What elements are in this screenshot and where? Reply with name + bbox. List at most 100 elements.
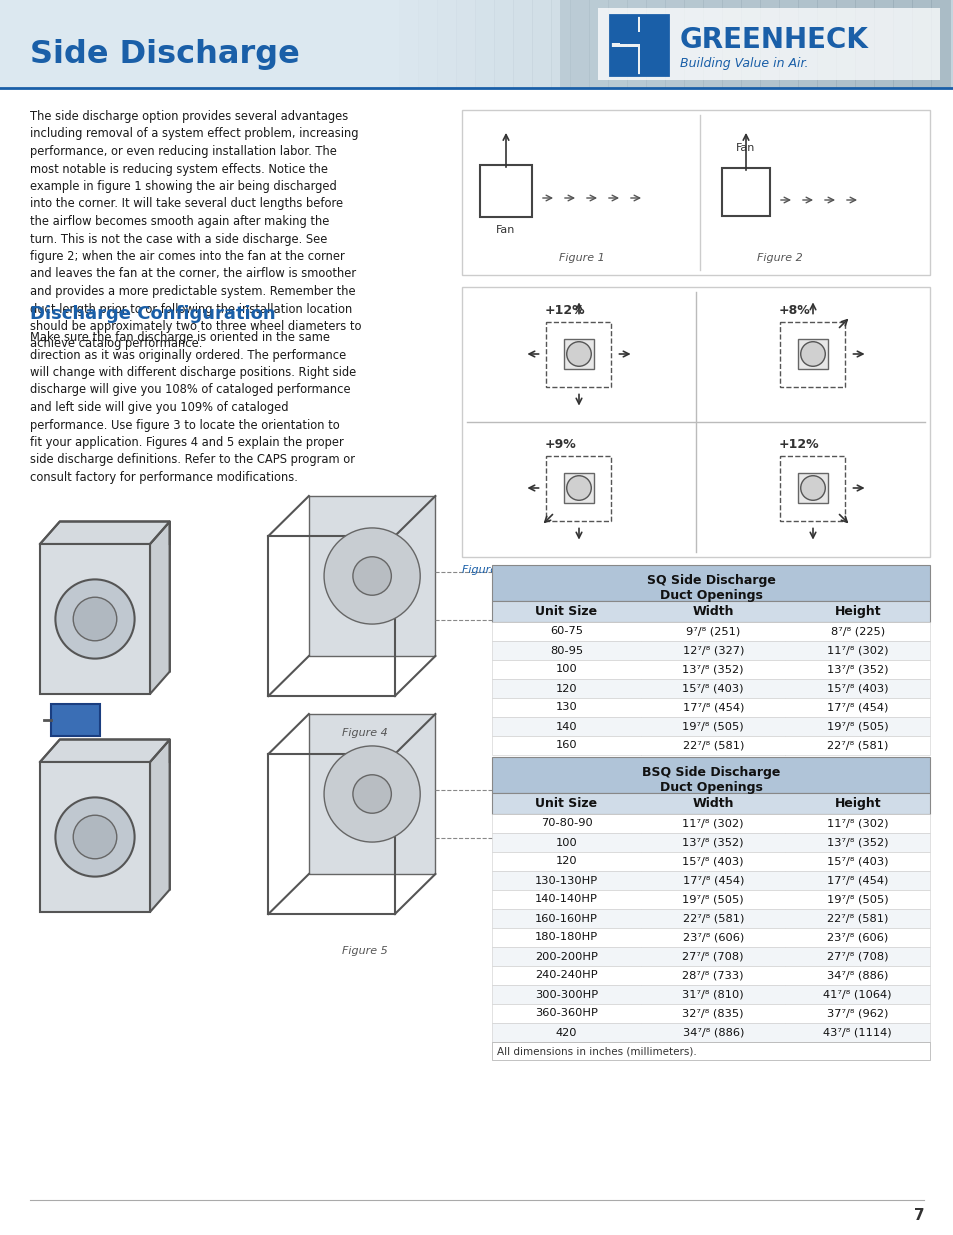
Bar [492,659,929,679]
Text: 28⁷/⁸ (733): 28⁷/⁸ (733) [681,971,743,981]
Polygon shape [40,521,170,543]
Bar [492,641,929,659]
Text: 22⁷/⁸ (581): 22⁷/⁸ (581) [681,914,743,924]
Text: 130-130HP: 130-130HP [535,876,598,885]
Text: 41⁷/⁸ (1064): 41⁷/⁸ (1064) [822,989,891,999]
Bar [564,473,593,503]
Bar [436,0,456,88]
Bar [492,947,929,966]
Text: Figure 2: Figure 2 [757,253,802,263]
Text: BSQ Side Discharge: BSQ Side Discharge [641,766,780,779]
Bar [569,0,589,88]
Bar [492,622,929,641]
Text: 7: 7 [913,1208,923,1223]
Bar [798,340,827,368]
Circle shape [55,579,134,658]
Text: +9%: +9% [544,437,576,451]
Text: +12%: +12% [778,437,819,451]
Text: 11⁷/⁸ (302): 11⁷/⁸ (302) [826,646,887,656]
Bar [645,0,665,88]
Bar [873,0,893,88]
Text: 70-80-90: 70-80-90 [540,819,592,829]
Text: Fan: Fan [736,143,755,153]
Circle shape [73,598,116,641]
Text: Make sure the fan discharge is oriented in the same
direction as it was original: Make sure the fan discharge is oriented … [30,331,355,484]
Bar [930,0,950,88]
Text: 13⁷/⁸ (352): 13⁷/⁸ (352) [826,837,887,847]
Text: 27⁷/⁸ (708): 27⁷/⁸ (708) [826,951,887,962]
Bar [546,321,611,387]
Bar [911,0,931,88]
Text: The side discharge option provides several advantages
including removal of a sys: The side discharge option provides sever… [30,110,361,351]
Bar [619,32,647,44]
Text: 22⁷/⁸ (581): 22⁷/⁸ (581) [681,741,743,751]
Circle shape [566,342,591,367]
Circle shape [353,557,391,595]
Text: 23⁷/⁸ (606): 23⁷/⁸ (606) [681,932,743,942]
Text: 100: 100 [555,664,577,674]
Text: Figure 1: Figure 1 [558,253,604,263]
Text: Width: Width [692,605,733,618]
Text: 17⁷/⁸ (454): 17⁷/⁸ (454) [826,703,887,713]
Text: 31⁷/⁸ (810): 31⁷/⁸ (810) [681,989,743,999]
Text: 160: 160 [555,741,577,751]
Bar [797,0,817,88]
Text: Side Discharge: Side Discharge [30,40,299,70]
Text: 17⁷/⁸ (454): 17⁷/⁸ (454) [681,876,743,885]
Polygon shape [40,740,170,762]
Bar [683,0,703,88]
Bar [854,0,874,88]
Bar [780,321,844,387]
Text: 420: 420 [556,1028,577,1037]
Text: 17⁷/⁸ (454): 17⁷/⁸ (454) [681,703,743,713]
Bar [780,456,844,520]
Text: 32⁷/⁸ (835): 32⁷/⁸ (835) [681,1009,743,1019]
Bar [559,0,953,88]
Text: 240-240HP: 240-240HP [535,971,598,981]
Text: 19⁷/⁸ (505): 19⁷/⁸ (505) [681,721,743,731]
Bar [721,168,769,216]
Bar [532,0,552,88]
Text: 11⁷/⁸ (302): 11⁷/⁸ (302) [826,819,887,829]
Bar [598,7,939,80]
Text: 19⁷/⁸ (505): 19⁷/⁸ (505) [826,721,887,731]
Bar [492,1042,929,1060]
Text: 130: 130 [555,703,577,713]
Bar [492,909,929,927]
Text: 8⁷/⁸ (225): 8⁷/⁸ (225) [830,626,883,636]
Circle shape [800,475,824,500]
Text: 100: 100 [555,837,577,847]
Bar [607,0,627,88]
Bar [40,762,150,911]
Text: 200-200HP: 200-200HP [535,951,598,962]
Bar [492,718,929,736]
Text: Duct Openings: Duct Openings [659,589,761,603]
Text: Building Value in Air.: Building Value in Air. [679,57,807,69]
Bar [892,0,912,88]
Text: 19⁷/⁸ (505): 19⁷/⁸ (505) [681,894,743,904]
Text: 43⁷/⁸ (1114): 43⁷/⁸ (1114) [822,1028,891,1037]
Bar [626,0,646,88]
Text: Figure 4: Figure 4 [342,727,388,739]
Bar [475,0,495,88]
Polygon shape [150,521,170,694]
Text: Discharge Configuration: Discharge Configuration [30,305,275,324]
Text: 15⁷/⁸ (403): 15⁷/⁸ (403) [826,683,887,694]
Bar [546,456,611,520]
Circle shape [353,774,391,813]
Bar [417,0,437,88]
Bar [51,704,100,736]
Text: Unit Size: Unit Size [535,605,597,618]
Text: 180-180HP: 180-180HP [535,932,598,942]
Bar [492,986,929,1004]
Circle shape [800,342,824,367]
Text: 19⁷/⁸ (505): 19⁷/⁸ (505) [826,894,887,904]
Text: +8%: +8% [778,304,809,316]
Circle shape [566,475,591,500]
Text: Unit Size: Unit Size [535,797,597,810]
Bar [492,871,929,890]
Bar [456,0,476,88]
Bar [494,0,514,88]
Bar [492,793,929,814]
Text: 140-140HP: 140-140HP [535,894,598,904]
